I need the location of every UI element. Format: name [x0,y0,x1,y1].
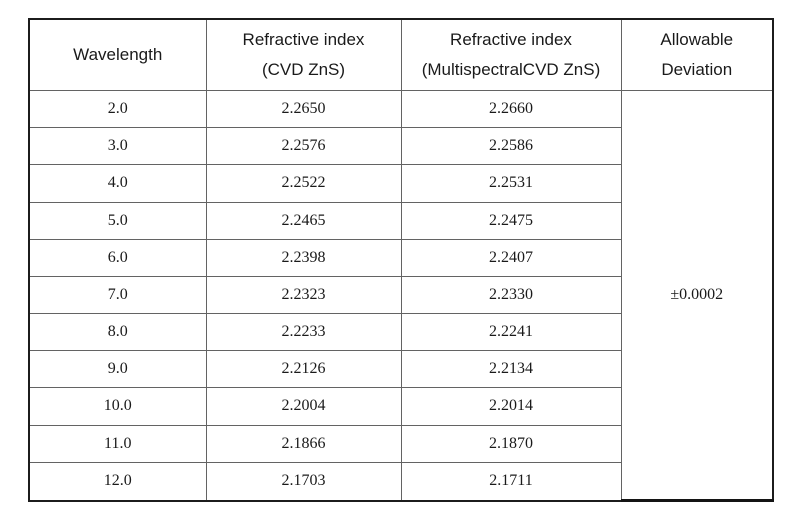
multispectral-cell: 2.2134 [400,350,622,389]
multispectral-cell: 2.1711 [400,461,622,502]
refractive-index-table: Wavelength Refractive index (CVD ZnS) Re… [28,18,774,502]
cvd-zns-cell: 2.2126 [205,350,402,389]
wavelength-cell: 8.0 [28,313,207,352]
multispectral-cell: 2.2660 [400,89,622,129]
wavelength-cell: 2.0 [28,89,207,129]
col-header-cvd-zns: Refractive index (CVD ZnS) [205,18,402,91]
cvd-zns-cell: 2.1866 [205,424,402,463]
wavelength-cell: 5.0 [28,201,207,240]
table-row: 11.0 2.1866 2.1870 [28,424,773,463]
col-header-wavelength: Wavelength [28,18,207,91]
cvd-zns-cell: 2.2522 [205,164,402,203]
wavelength-cell: 4.0 [28,164,207,203]
wavelength-cell: 3.0 [28,127,207,166]
cvd-zns-cell: 2.2650 [205,89,402,129]
header-row: Wavelength Refractive index (CVD ZnS) Re… [28,18,774,91]
col-header-wavelength-label: Wavelength [73,45,163,64]
multispectral-cell: 2.1870 [400,424,622,463]
table-row: 5.0 2.2465 2.2475 [28,201,773,240]
multispectral-cell: 2.2531 [400,164,622,203]
table-row: 4.0 2.2522 2.2531 [28,164,773,203]
col-header-multi-line1: Refractive index [450,30,572,49]
cvd-zns-cell: 2.2323 [205,275,402,315]
col-header-cvd-line1: Refractive index [242,30,365,49]
multispectral-cell: 2.2475 [400,201,622,240]
table-row: 2.0 2.2650 2.2660 ±0.0002 [28,89,774,502]
wavelength-cell: 9.0 [28,350,207,389]
multispectral-cell: 2.2241 [400,313,622,352]
col-header-multi-line2: (MultispectralCVD ZnS) [421,60,601,79]
col-header-multispectral-cvd-zns: Refractive index (MultispectralCVD ZnS) [400,18,622,91]
cvd-zns-cell: 2.1703 [205,461,402,502]
table-row: 9.0 2.2126 2.2134 [28,350,773,389]
table-row: 6.0 2.2398 2.2407 [28,238,773,277]
col-header-cvd-line2: (CVD ZnS) [261,60,346,79]
table-row: 10.0 2.2004 2.2014 [28,387,773,426]
cvd-zns-cell: 2.2233 [205,313,402,352]
col-header-deviation-line1: Allowable [660,30,734,49]
wavelength-cell: 6.0 [28,238,207,277]
wavelength-cell: 7.0 [28,275,207,315]
table-row: 12.0 2.1703 2.1711 [28,461,773,502]
multispectral-cell: 2.2330 [400,275,622,315]
wavelength-cell: 11.0 [28,424,207,463]
col-header-deviation-line2: Deviation [661,60,733,79]
wavelength-cell: 12.0 [28,461,207,502]
table-row: 7.0 2.2323 2.2330 [28,275,773,315]
col-header-allowable-deviation: Allowable Deviation [620,18,774,91]
cvd-zns-cell: 2.2576 [205,127,402,166]
multispectral-cell: 2.2407 [400,238,622,277]
wavelength-cell: 10.0 [28,387,207,426]
table-row: 3.0 2.2576 2.2586 [28,127,773,166]
cvd-zns-cell: 2.2465 [205,201,402,240]
table-row: 8.0 2.2233 2.2241 [28,313,773,352]
multispectral-cell: 2.2014 [400,387,622,426]
cvd-zns-cell: 2.2004 [205,387,402,426]
cvd-zns-cell: 2.2398 [205,238,402,277]
allowable-deviation-cell: ±0.0002 [620,90,774,502]
multispectral-cell: 2.2586 [400,127,622,166]
